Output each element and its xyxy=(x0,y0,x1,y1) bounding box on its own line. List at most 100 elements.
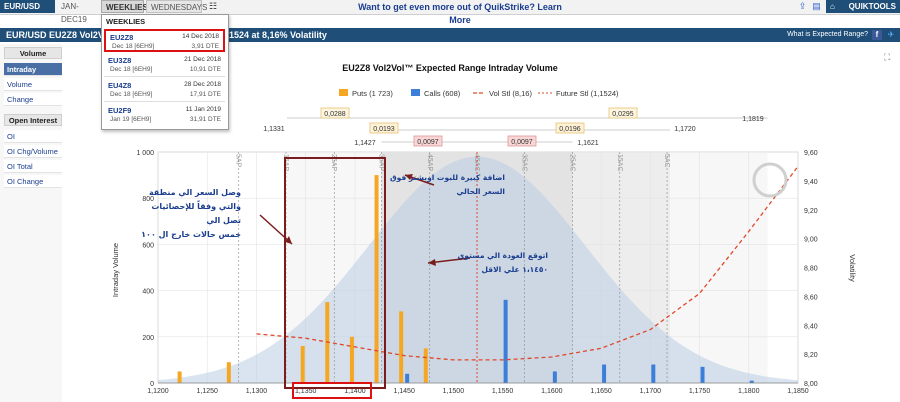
y2-tick-label: 8,60 xyxy=(804,294,818,301)
sd-label: 35AC xyxy=(520,154,527,172)
dropdown-item-dte: 31,91 DTE xyxy=(189,116,221,123)
put-bar xyxy=(374,175,379,383)
arrow-top-head xyxy=(405,174,413,180)
dropdown-item-eu2f9[interactable]: EU2F9 11 Jan 2019 Jan 19 [6EH9] 31,91 DT… xyxy=(104,104,225,127)
range-box xyxy=(369,122,399,134)
dropdown-item-eu3z8[interactable]: EU3Z8 21 Dec 2018 Dec 18 [6EH9] 10,91 DT… xyxy=(104,54,225,77)
legend-calls: Calls (608) xyxy=(424,89,461,98)
sidebar-item-oi-chg-volume[interactable]: OI Chg/Volume xyxy=(4,145,62,158)
call-bar xyxy=(503,299,508,383)
dropdown-item-eu4z8[interactable]: EU4Z8 28 Dec 2018 Dec 18 [6EH9] 17,91 DT… xyxy=(104,79,225,102)
tab-weeklies[interactable]: WEEKLIES xyxy=(101,0,148,13)
range-low-2: 1,1427 xyxy=(354,140,376,147)
currency-pair-button[interactable]: EUR/USD xyxy=(0,0,55,13)
y2-axis-label: Volatility xyxy=(848,254,857,282)
dropdown-item-sub: Dec 18 [6EH9] xyxy=(112,43,155,50)
annotation-mid-line-1: اتوقع العودة الي مستوي xyxy=(458,251,548,260)
annotation-arrows xyxy=(259,174,471,266)
annotation-top-line-2: السعر الحالي xyxy=(456,187,505,196)
dropdown-item-date: 14 Dec 2018 xyxy=(182,33,219,40)
sd-label: 45AC xyxy=(473,154,480,172)
range-box xyxy=(608,107,638,119)
dropdown-heading: WEEKLIES xyxy=(106,17,146,26)
arrow-left-head xyxy=(285,236,292,244)
x-tick-label: 1,1650 xyxy=(590,388,612,395)
y-tick-label: 600 xyxy=(142,242,154,249)
y2-tick-label: 8,80 xyxy=(804,266,818,273)
put-bar xyxy=(177,371,182,383)
top-toolbar: EUR/USD JAN-DEC19 WEEKLIES WEDNESDAYS ☷ … xyxy=(0,0,900,25)
sd-label: 5AC xyxy=(663,154,670,168)
x-tick-label: 1,1300 xyxy=(246,388,268,395)
y2-tick-label: 8,00 xyxy=(804,381,818,388)
legend-vol-stl: Vol Stl (8,16) xyxy=(489,89,532,98)
sidebar-item-oi-total[interactable]: OI Total xyxy=(4,160,62,173)
dropdown-item-date: 28 Dec 2018 xyxy=(184,81,221,88)
range-box-label: 0,0097 xyxy=(511,139,533,146)
call-bar xyxy=(552,371,557,383)
range-box-label: 0,0295 xyxy=(612,111,634,118)
what-is-expected-range-link[interactable]: What is Expected Range? xyxy=(787,31,868,38)
y-tick-label: 200 xyxy=(142,335,154,342)
expand-icon[interactable]: ⛶ xyxy=(884,52,891,62)
call-bar xyxy=(749,380,754,383)
put-bar xyxy=(349,336,354,383)
call-bar xyxy=(602,364,607,383)
expiry-range-button[interactable]: JAN-DEC19 xyxy=(61,2,87,24)
sidebar-item-oi[interactable]: OI xyxy=(4,130,62,143)
quiktools-button[interactable]: ⌂ QUIKTOOLS xyxy=(826,0,900,13)
sidebar-item-intraday[interactable]: Intraday xyxy=(4,63,62,76)
put-bar xyxy=(226,362,231,383)
y2-tick-label: 8,40 xyxy=(804,323,818,330)
dropdown-item-code: EU3Z8 xyxy=(108,56,132,65)
dropdown-item-eu2z8[interactable]: EU2Z8 14 Dec 2018 Dec 18 [6EH9] 3,91 DTE xyxy=(104,29,225,52)
volatility-curve xyxy=(256,166,799,361)
annotation-mid-line-2: ١،١٤٥٠ علي الاقل xyxy=(481,265,548,274)
twitter-icon[interactable]: ✈ xyxy=(887,30,895,39)
dropdown-item-sub: Dec 18 [6EH9] xyxy=(110,91,153,98)
x-tick-label: 1,1500 xyxy=(443,388,465,395)
range-box xyxy=(507,135,537,147)
promo-link[interactable]: Want to get even more out of QuikStrike?… xyxy=(358,2,562,25)
arrow-left xyxy=(259,214,293,245)
sidebar-item-volume[interactable]: Volume xyxy=(4,78,62,91)
tab-wednesdays[interactable]: WEDNESDAYS xyxy=(146,0,207,13)
expected-range-labels: 0,0288 0,0193 0,0097 0,0097 0,0196 0,0295 1,13… xyxy=(263,107,768,147)
sidebar-item-oi-change[interactable]: OI Change xyxy=(4,175,62,188)
legend: Puts (1 723) Calls (608) Vol Stl (8,16) … xyxy=(339,89,619,98)
y-axis-label: Intraday Volume xyxy=(111,243,120,297)
quiktools-label: QUIKTOOLS xyxy=(848,2,896,11)
document-icon[interactable]: ▤ xyxy=(812,1,821,11)
dropdown-item-code: EU4Z8 xyxy=(108,81,132,90)
call-bar xyxy=(405,373,410,383)
y2-tick-label: 9,00 xyxy=(804,237,818,244)
home-icon: ⌂ xyxy=(830,2,835,11)
y-tick-label: 1 000 xyxy=(136,150,154,157)
sd-label: 15AC xyxy=(616,154,623,172)
range-box-label: 0,0196 xyxy=(559,126,581,133)
y-tick-label: 0 xyxy=(150,381,154,388)
y-tick-label: 400 xyxy=(142,289,154,296)
watermark-logo xyxy=(752,162,788,198)
sidebar-item-change[interactable]: Change xyxy=(4,93,62,106)
range-high-3: 1,1621 xyxy=(577,140,599,147)
facebook-icon[interactable]: f xyxy=(872,30,882,40)
y-tick-label: 800 xyxy=(142,196,154,203)
dropdown-item-date: 21 Dec 2018 xyxy=(184,56,221,63)
put-bar xyxy=(423,348,428,383)
sd-label: 25AC xyxy=(569,154,576,172)
export-icon[interactable]: ⇪ xyxy=(798,1,807,11)
x-tick-label: 1,1700 xyxy=(640,388,662,395)
annotation-left-line-2: والتي وفقاً للإحصائيات xyxy=(151,200,241,211)
x-tick-label: 1,1250 xyxy=(197,388,219,395)
probability-distribution-area xyxy=(158,156,798,383)
y2-tick-label: 9,60 xyxy=(804,150,818,157)
arrow-mid-head xyxy=(428,259,436,266)
legend-puts: Puts (1 723) xyxy=(352,89,393,98)
range-box-label: 0,0288 xyxy=(324,111,346,118)
range-low-1: 1,1331 xyxy=(263,126,285,133)
chart-title: EU2Z8 Vol2Vol™ Expected Range Intraday V… xyxy=(342,63,558,73)
dropdown-item-sub: Dec 18 [6EH9] xyxy=(110,66,153,73)
call-bar xyxy=(700,366,705,383)
